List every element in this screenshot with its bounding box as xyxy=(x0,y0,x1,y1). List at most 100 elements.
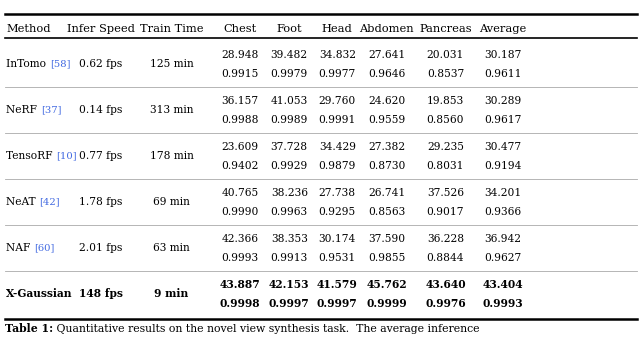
Text: 0.8730: 0.8730 xyxy=(368,161,405,171)
Text: 0.9999: 0.9999 xyxy=(366,299,407,309)
Text: 313 min: 313 min xyxy=(150,105,193,115)
Text: 45.762: 45.762 xyxy=(366,279,407,290)
Text: 43.887: 43.887 xyxy=(220,279,260,290)
Text: 37.526: 37.526 xyxy=(427,188,464,198)
Text: 69 min: 69 min xyxy=(153,197,190,207)
Text: Quantitative results on the novel view synthesis task.  The average inference: Quantitative results on the novel view s… xyxy=(53,324,480,334)
Text: 0.9997: 0.9997 xyxy=(269,299,310,309)
Text: 19.853: 19.853 xyxy=(427,96,464,106)
Text: 28.948: 28.948 xyxy=(221,50,259,60)
Text: 178 min: 178 min xyxy=(150,151,193,161)
Text: 0.9993: 0.9993 xyxy=(221,253,259,263)
Text: 0.9997: 0.9997 xyxy=(317,299,358,309)
Text: 0.9295: 0.9295 xyxy=(319,207,356,217)
Text: 37.728: 37.728 xyxy=(271,142,308,152)
Text: 0.9531: 0.9531 xyxy=(319,253,356,263)
Text: 0.9646: 0.9646 xyxy=(368,69,405,79)
Text: 0.8560: 0.8560 xyxy=(427,115,464,125)
Text: Train Time: Train Time xyxy=(140,24,204,34)
Text: 41.579: 41.579 xyxy=(317,279,358,290)
Text: 148 fps: 148 fps xyxy=(79,288,123,299)
Text: 0.9998: 0.9998 xyxy=(220,299,260,309)
Text: Infer Speed: Infer Speed xyxy=(67,24,135,34)
Text: 0.9929: 0.9929 xyxy=(271,161,308,171)
Text: Abdomen: Abdomen xyxy=(359,24,414,34)
Text: 30.174: 30.174 xyxy=(319,234,356,244)
Text: 0.9627: 0.9627 xyxy=(484,253,522,263)
Text: 2.01 fps: 2.01 fps xyxy=(79,243,123,253)
Text: 41.053: 41.053 xyxy=(271,96,308,106)
Text: [60]: [60] xyxy=(34,243,54,252)
Text: 0.9017: 0.9017 xyxy=(427,207,464,217)
Text: 9 min: 9 min xyxy=(154,288,189,299)
Text: NeRF: NeRF xyxy=(6,105,41,115)
Text: 34.832: 34.832 xyxy=(319,50,356,60)
Text: 27.382: 27.382 xyxy=(368,142,405,152)
Text: 0.9913: 0.9913 xyxy=(271,253,308,263)
Text: 24.620: 24.620 xyxy=(368,96,405,106)
Text: Chest: Chest xyxy=(223,24,257,34)
Text: Head: Head xyxy=(322,24,353,34)
Text: 0.9990: 0.9990 xyxy=(221,207,259,217)
Text: 0.62 fps: 0.62 fps xyxy=(79,59,123,69)
Text: 29.760: 29.760 xyxy=(319,96,356,106)
Text: 36.157: 36.157 xyxy=(221,96,259,106)
Text: 0.9559: 0.9559 xyxy=(368,115,405,125)
Text: 20.031: 20.031 xyxy=(427,50,464,60)
Text: 0.9991: 0.9991 xyxy=(319,115,356,125)
Text: 0.8563: 0.8563 xyxy=(368,207,405,217)
Text: 0.77 fps: 0.77 fps xyxy=(79,151,123,161)
Text: 0.8537: 0.8537 xyxy=(427,69,464,79)
Text: [37]: [37] xyxy=(41,106,61,115)
Text: 26.741: 26.741 xyxy=(368,188,405,198)
Text: [10]: [10] xyxy=(56,152,77,161)
Text: Average: Average xyxy=(479,24,527,34)
Text: 125 min: 125 min xyxy=(150,59,193,69)
Text: 39.482: 39.482 xyxy=(271,50,308,60)
Text: 0.9915: 0.9915 xyxy=(221,69,259,79)
Text: 37.590: 37.590 xyxy=(368,234,405,244)
Text: 23.609: 23.609 xyxy=(221,142,259,152)
Text: Method: Method xyxy=(6,24,51,34)
Text: 0.9366: 0.9366 xyxy=(484,207,522,217)
Text: Foot: Foot xyxy=(276,24,302,34)
Text: 40.765: 40.765 xyxy=(221,188,259,198)
Text: 29.235: 29.235 xyxy=(427,142,464,152)
Text: 38.353: 38.353 xyxy=(271,234,308,244)
Text: X-Gaussian: X-Gaussian xyxy=(6,288,73,299)
Text: [42]: [42] xyxy=(40,197,60,206)
Text: 30.187: 30.187 xyxy=(484,50,522,60)
Text: 27.641: 27.641 xyxy=(368,50,405,60)
Text: 0.9617: 0.9617 xyxy=(484,115,522,125)
Text: 0.9979: 0.9979 xyxy=(271,69,308,79)
Text: 42.366: 42.366 xyxy=(221,234,259,244)
Text: 0.8844: 0.8844 xyxy=(427,253,464,263)
Text: TensoRF: TensoRF xyxy=(6,151,56,161)
Text: 0.9402: 0.9402 xyxy=(221,161,259,171)
Text: 0.9976: 0.9976 xyxy=(425,299,466,309)
Text: 1.78 fps: 1.78 fps xyxy=(79,197,123,207)
Text: 43.640: 43.640 xyxy=(425,279,466,290)
Text: 0.9988: 0.9988 xyxy=(221,115,259,125)
Text: 34.201: 34.201 xyxy=(484,188,522,198)
Text: NAF: NAF xyxy=(6,243,34,253)
Text: 30.289: 30.289 xyxy=(484,96,522,106)
Text: 36.228: 36.228 xyxy=(427,234,464,244)
Text: 0.9963: 0.9963 xyxy=(271,207,308,217)
Text: 36.942: 36.942 xyxy=(484,234,522,244)
Text: 30.477: 30.477 xyxy=(484,142,522,152)
Text: 0.14 fps: 0.14 fps xyxy=(79,105,123,115)
Text: 43.404: 43.404 xyxy=(483,279,524,290)
Text: 34.429: 34.429 xyxy=(319,142,356,152)
Text: 38.236: 38.236 xyxy=(271,188,308,198)
Text: 0.9989: 0.9989 xyxy=(271,115,308,125)
Text: 0.9855: 0.9855 xyxy=(368,253,405,263)
Text: Table 1:: Table 1: xyxy=(5,323,53,335)
Text: 0.9194: 0.9194 xyxy=(484,161,522,171)
Text: 0.9977: 0.9977 xyxy=(319,69,356,79)
Text: 27.738: 27.738 xyxy=(319,188,356,198)
Text: 0.8031: 0.8031 xyxy=(427,161,464,171)
Text: 42.153: 42.153 xyxy=(269,279,310,290)
Text: 63 min: 63 min xyxy=(153,243,190,253)
Text: NeAT: NeAT xyxy=(6,197,40,207)
